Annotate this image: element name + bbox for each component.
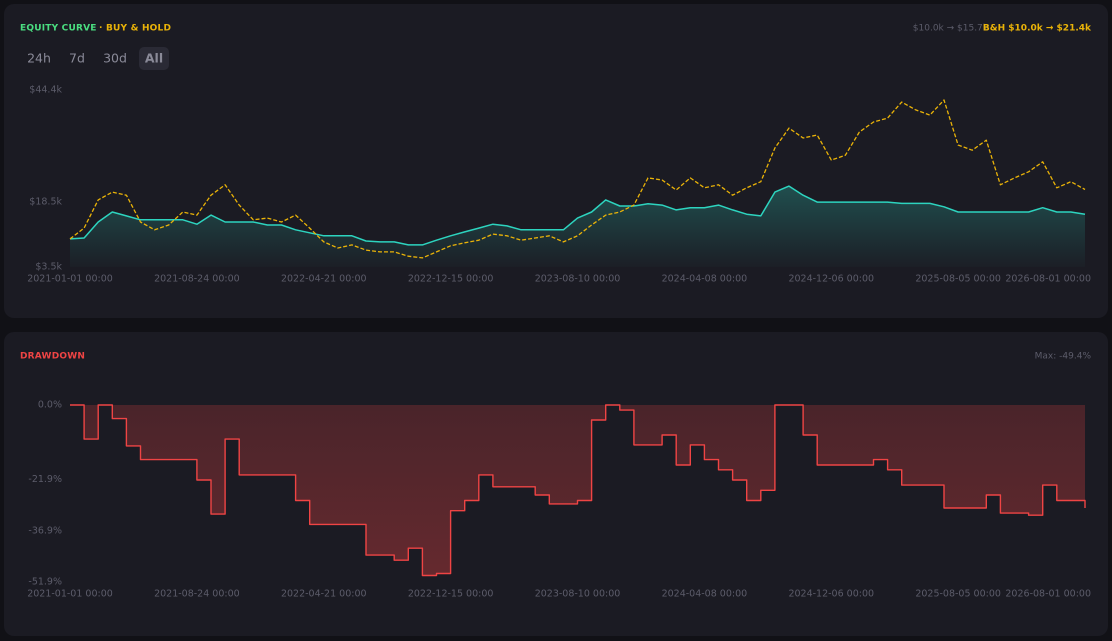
y-tick-label: -21.9%	[28, 474, 62, 485]
y-tick-label: $3.5k	[35, 262, 62, 273]
x-tick-label: 2022-04-21 00:00	[281, 274, 367, 285]
x-tick-label: 2021-01-01 00:00	[27, 589, 113, 600]
range-button-label[interactable]: 7d	[69, 51, 85, 66]
equity-panel	[4, 4, 1108, 318]
y-tick-label: -51.9%	[28, 577, 62, 588]
range-button[interactable]: 24h	[27, 51, 51, 66]
y-tick-label: $18.5k	[29, 197, 62, 208]
x-tick-label: 2022-04-21 00:00	[281, 589, 367, 600]
range-button[interactable]: 7d	[69, 51, 85, 66]
equity-area	[70, 186, 1085, 267]
x-tick-label: 2024-04-08 00:00	[662, 589, 748, 600]
x-tick-label: 2022-12-15 00:00	[408, 274, 494, 285]
x-tick-label: 2024-04-08 00:00	[662, 274, 748, 285]
legend-equity: EQUITY CURVE	[20, 24, 97, 34]
drawdown-title: DRAWDOWN	[20, 352, 85, 362]
benchmark-line	[69, 99, 1086, 259]
x-tick-label: 2026-08-01 00:00	[1005, 589, 1091, 600]
x-tick-label: 2023-08-10 00:00	[535, 274, 621, 285]
range-button-bg[interactable]	[139, 47, 169, 70]
x-tick-label: 2024-12-06 00:00	[788, 274, 874, 285]
x-tick-label: 2022-12-15 00:00	[408, 589, 494, 600]
x-tick-label: 2021-08-24 00:00	[154, 274, 240, 285]
x-tick-label: 2023-08-10 00:00	[535, 589, 621, 600]
x-tick-label: 2021-01-01 00:00	[27, 274, 113, 285]
y-tick-label: $44.4k	[29, 85, 62, 96]
x-tick-label: 2026-08-01 00:00	[1005, 274, 1091, 285]
x-tick-label: 2021-08-24 00:00	[154, 589, 240, 600]
drawdown-line	[70, 404, 1086, 577]
x-tick-label: 2025-08-05 00:00	[915, 589, 1001, 600]
y-tick-label: -36.9%	[28, 525, 62, 536]
range-buttons: 24h 7d 30d All	[27, 47, 169, 70]
drawdown-area	[70, 405, 1085, 576]
x-tick-label: 2025-08-05 00:00	[915, 274, 1001, 285]
range-button-label[interactable]: 30d	[103, 51, 127, 66]
equity-line	[69, 185, 1086, 246]
max-drawdown: Max: -49.4%	[1035, 352, 1092, 362]
equity-summary: $10.0k → $15.7k	[913, 24, 989, 34]
benchmark-summary: B&H $10.0k → $21.4k	[983, 24, 1092, 34]
legend-buy-hold: · BUY & HOLD	[99, 24, 171, 34]
plots: $3.5k $18.5k $44.4k 2021-01-01 00:00 2021-08…	[27, 85, 1091, 600]
range-button[interactable]: 30d	[103, 51, 127, 66]
range-button-label[interactable]: 24h	[27, 51, 51, 66]
range-button[interactable]: All	[139, 47, 169, 70]
x-tick-label: 2024-12-06 00:00	[788, 589, 874, 600]
y-tick-label: 0.0%	[38, 400, 62, 411]
range-button-label[interactable]: All	[145, 51, 163, 66]
